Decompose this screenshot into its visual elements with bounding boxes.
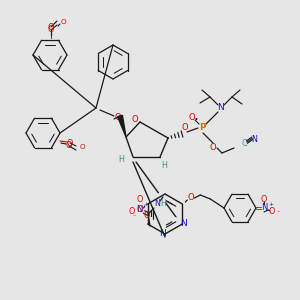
Text: O: O — [128, 206, 135, 215]
Text: N: N — [218, 103, 224, 112]
Text: N: N — [180, 220, 187, 229]
Text: N: N — [261, 203, 267, 212]
Text: N: N — [136, 205, 143, 214]
Text: +: + — [143, 202, 148, 208]
Text: O: O — [143, 211, 150, 220]
Text: H: H — [160, 200, 166, 208]
Text: O: O — [60, 19, 66, 25]
Text: O: O — [79, 144, 85, 150]
Text: O: O — [182, 122, 188, 131]
Text: O: O — [210, 142, 216, 152]
Text: ·: · — [194, 112, 198, 128]
Text: ⁻: ⁻ — [133, 215, 136, 220]
Text: O: O — [48, 26, 54, 34]
Text: C: C — [241, 139, 247, 148]
Text: O: O — [269, 208, 275, 217]
Text: ⁻: ⁻ — [276, 210, 280, 216]
Text: N: N — [154, 200, 160, 208]
Text: O: O — [115, 113, 121, 122]
Text: H: H — [118, 155, 124, 164]
Text: O: O — [48, 22, 54, 32]
Text: +: + — [268, 202, 274, 206]
Text: O: O — [137, 205, 143, 214]
Polygon shape — [118, 115, 126, 137]
Text: O: O — [189, 112, 195, 122]
Text: O: O — [187, 194, 194, 202]
Text: O: O — [67, 139, 73, 148]
Text: P: P — [199, 124, 205, 133]
Text: H: H — [161, 161, 167, 170]
Text: O: O — [66, 142, 72, 151]
Text: N: N — [160, 229, 167, 238]
Text: O: O — [136, 196, 143, 205]
Text: N: N — [251, 134, 257, 143]
Text: O: O — [261, 196, 267, 205]
Text: O: O — [132, 116, 138, 124]
